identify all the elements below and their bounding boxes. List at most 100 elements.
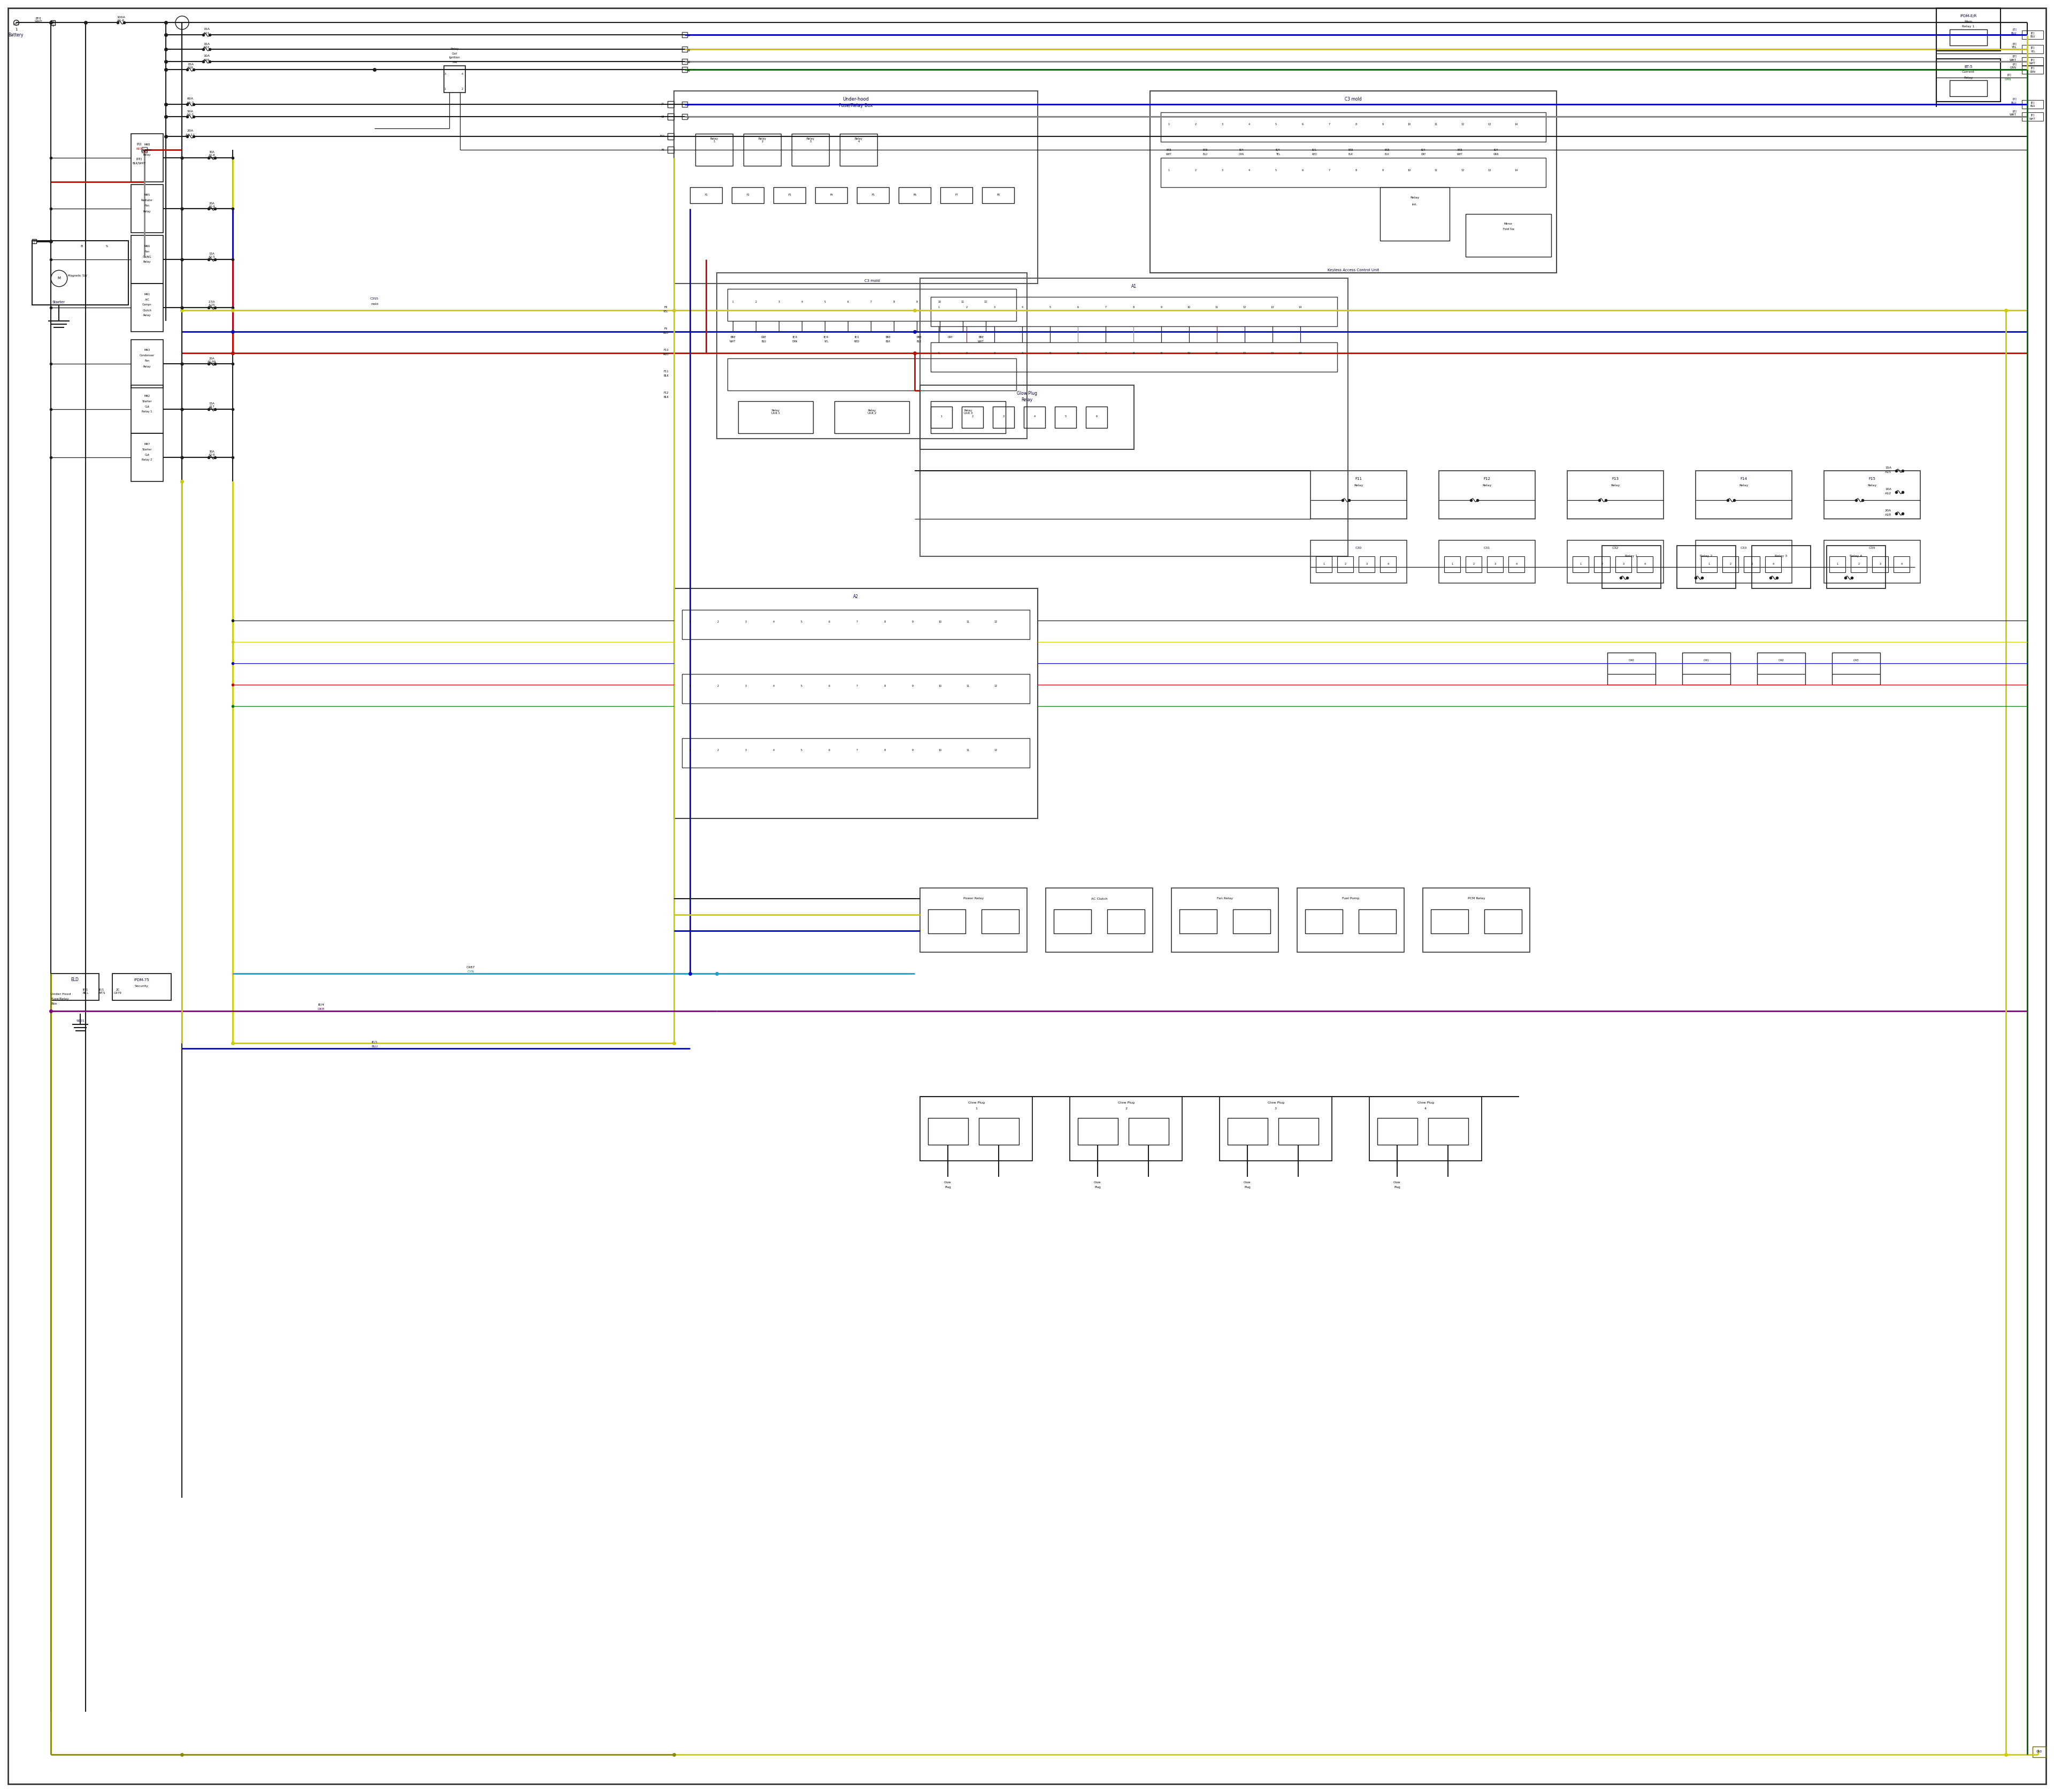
Bar [51, 20, 55, 25]
Text: C487: C487 [466, 966, 474, 968]
Bar [834, 401, 910, 434]
Bar [1744, 556, 1760, 572]
Bar [727, 289, 1017, 321]
Bar [1428, 1118, 1469, 1145]
Text: Starter: Starter [142, 400, 152, 403]
Text: Plug: Plug [945, 1186, 951, 1188]
Text: Relay
Unit 2: Relay Unit 2 [867, 409, 877, 414]
Text: 12: 12 [1460, 168, 1465, 172]
Text: Condenser: Condenser [140, 355, 154, 357]
Bar [941, 186, 972, 202]
Bar [1949, 81, 1986, 97]
Text: Ignition: Ignition [450, 56, 460, 59]
Text: 11: 11 [1434, 168, 1438, 172]
Bar [2021, 113, 2044, 120]
Text: [E]: [E] [2031, 66, 2033, 70]
Bar [1894, 556, 1910, 572]
Text: YEL: YEL [824, 340, 828, 342]
Text: 14: 14 [1514, 124, 1518, 125]
Text: Relay 1: Relay 1 [1625, 556, 1637, 557]
Bar [690, 186, 723, 202]
Text: C41: C41 [1703, 659, 1709, 661]
Bar [668, 100, 674, 108]
Bar [930, 401, 1006, 434]
Text: Glow Plug: Glow Plug [1117, 1102, 1134, 1104]
Text: F15: F15 [1869, 477, 1875, 480]
Text: A/C: A/C [144, 297, 150, 301]
Text: Starter: Starter [142, 448, 152, 450]
Bar [682, 738, 1029, 767]
Bar [2021, 30, 2044, 39]
Bar [131, 340, 162, 387]
Text: Relay 2: Relay 2 [1701, 556, 1713, 557]
Bar [930, 407, 953, 428]
Text: A15: A15 [1886, 471, 1892, 473]
Bar [1830, 556, 1844, 572]
Text: A2-9: A2-9 [207, 204, 216, 208]
Text: 12: 12 [984, 301, 988, 303]
Text: 12: 12 [1243, 306, 1247, 308]
Text: C32: C32 [1612, 547, 1619, 550]
Text: BLK: BLK [885, 340, 891, 342]
Text: M42: M42 [144, 394, 150, 398]
Bar [982, 186, 1015, 202]
Bar [444, 66, 466, 93]
Text: Main: Main [1964, 20, 1972, 23]
Text: 10A: 10A [203, 56, 210, 57]
Text: F1: F1 [705, 194, 709, 197]
Text: A1: A1 [1132, 283, 1136, 289]
Text: Cut: Cut [144, 453, 150, 455]
Text: Glow Plug: Glow Plug [967, 1102, 984, 1104]
Text: Relay: Relay [144, 366, 152, 367]
Bar [1752, 545, 1812, 588]
Text: Fan Relay: Fan Relay [1216, 898, 1232, 900]
Text: CRN: CRN [793, 340, 797, 342]
Text: IE/1: IE/1 [1313, 149, 1317, 151]
Bar [1467, 556, 1481, 572]
Bar [920, 385, 1134, 450]
Bar [1824, 471, 1920, 520]
Text: 60: 60 [688, 61, 690, 65]
Bar [1378, 1118, 1417, 1145]
Bar [1440, 539, 1534, 582]
Text: Relay: Relay [1411, 197, 1419, 199]
Bar [131, 283, 162, 332]
Text: 11: 11 [1434, 124, 1438, 125]
Bar [1023, 407, 1045, 428]
Text: F9: F9 [661, 149, 663, 151]
Text: Relay: Relay [1740, 484, 1748, 487]
Text: WHT: WHT [978, 340, 984, 342]
Text: IE/4: IE/4 [318, 1004, 325, 1005]
Text: RED: RED [663, 353, 670, 355]
Text: Relay: Relay [1867, 484, 1877, 487]
Text: C3 mold: C3 mold [1345, 97, 1362, 102]
Text: AC.99: AC.99 [207, 360, 216, 364]
Bar [682, 59, 688, 65]
Bar [131, 134, 162, 181]
Bar [33, 240, 127, 305]
Bar [1485, 909, 1522, 934]
Text: B: B [80, 246, 82, 247]
Text: WHT: WHT [2009, 113, 2017, 116]
Bar [992, 407, 1015, 428]
Text: M4: M4 [452, 61, 458, 63]
Bar [1128, 1118, 1169, 1145]
Text: RED: RED [1313, 152, 1317, 156]
Bar [1851, 556, 1867, 572]
Text: Relay 1: Relay 1 [142, 410, 152, 414]
Text: Under Hood: Under Hood [51, 993, 72, 995]
Text: A2: A2 [852, 593, 859, 599]
Bar [1358, 909, 1397, 934]
Text: Glow: Glow [1095, 1181, 1101, 1183]
Text: Plug: Plug [1245, 1186, 1251, 1188]
Text: [E]: [E] [2013, 97, 2017, 100]
Text: F9: F9 [663, 328, 668, 330]
Text: 10: 10 [939, 620, 943, 624]
Text: [E]: [E] [2013, 56, 2017, 57]
Bar [930, 342, 1337, 371]
Text: 14: 14 [1298, 306, 1302, 308]
Bar [1317, 556, 1331, 572]
Text: YEL: YEL [2011, 47, 2017, 48]
Text: 15A: 15A [203, 43, 210, 45]
Text: 10: 10 [1187, 306, 1191, 308]
